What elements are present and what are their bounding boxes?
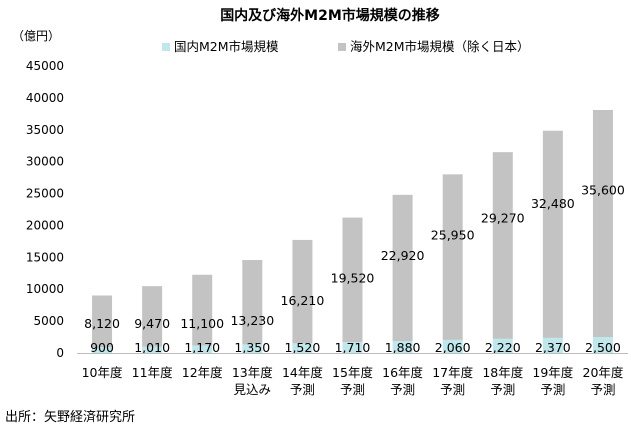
- bar-overseas: [192, 274, 213, 346]
- bar-domestic: [492, 338, 513, 353]
- x-tick-label: 予測: [390, 382, 415, 397]
- y-tick-label: 25000: [26, 187, 64, 201]
- bar-label-overseas: 25,950: [431, 227, 475, 242]
- bar-domestic: [192, 345, 213, 353]
- bar-label-domestic: 900: [90, 340, 114, 355]
- bar-overseas: [392, 194, 413, 342]
- legend-label-domestic: 国内M2M市場規模: [174, 39, 279, 54]
- x-tick-label: 19年度: [532, 365, 573, 380]
- bar-label-overseas: 32,480: [531, 196, 575, 211]
- y-axis: 0 5000 10000 15000 20000 25000 30000 35000 40000…: [26, 59, 64, 360]
- bar-overseas: [492, 152, 513, 339]
- bar-label-overseas: 16,210: [281, 293, 325, 308]
- legend-swatch-overseas: [338, 43, 346, 51]
- bar-overseas: [292, 239, 313, 344]
- chart-title: 国内及び海外M2M市場規模の推移: [220, 7, 440, 24]
- x-tick-label: 予測: [340, 382, 365, 397]
- bar-label-domestic: 2,370: [535, 340, 571, 355]
- x-tick-label: 見込み: [234, 382, 272, 397]
- bar-label-domestic: 2,220: [485, 340, 521, 355]
- y-tick-label: 5000: [33, 314, 64, 328]
- source-note: 出所：矢野経済研究所: [5, 409, 135, 425]
- x-tick-label: 10年度: [82, 365, 123, 380]
- x-tick-label: 予測: [590, 382, 615, 397]
- bar-domestic: [392, 341, 413, 353]
- bar-domestic: [542, 337, 563, 353]
- legend: 国内M2M市場規模 海外M2M市場規模（除く日本）: [162, 39, 530, 54]
- bar-overseas: [592, 110, 613, 338]
- bar-overseas: [542, 130, 563, 338]
- y-axis-unit-label: （億円）: [12, 29, 60, 43]
- bar-label-domestic: 1,010: [134, 340, 170, 355]
- y-tick-label: 45000: [26, 59, 64, 73]
- bar-overseas: [442, 174, 463, 340]
- bar-label-domestic: 1,170: [184, 340, 220, 355]
- bar-label-overseas: 35,600: [581, 182, 625, 197]
- y-tick-label: 20000: [26, 218, 64, 232]
- legend-swatch-domestic: [162, 43, 170, 51]
- bar-label-domestic: 2,060: [435, 340, 471, 355]
- x-tick-label: 予測: [440, 382, 465, 397]
- bars: 8,120 900 9,470 1,010 11,100 1,170 13,230 1,350…: [84, 110, 625, 355]
- bar-domestic: [342, 342, 363, 353]
- bar-domestic: [242, 344, 263, 353]
- bar-label-domestic: 1,350: [234, 340, 270, 355]
- bar-label-overseas: 19,520: [331, 271, 375, 286]
- bar-label-overseas: 13,230: [230, 313, 274, 328]
- bar-overseas: [242, 260, 263, 345]
- bar-overseas: [342, 217, 363, 343]
- bar-label-domestic: 2,500: [585, 340, 621, 355]
- bar-domestic: [92, 347, 113, 353]
- y-tick-label: 30000: [26, 155, 64, 169]
- y-tick-label: 15000: [26, 250, 64, 264]
- x-tick-label: 18年度: [482, 365, 523, 380]
- legend-label-overseas: 海外M2M市場規模（除く日本）: [350, 39, 530, 54]
- bar-label-overseas: 8,120: [84, 316, 120, 331]
- x-tick-label: 12年度: [182, 365, 223, 380]
- x-tick-label: 20年度: [583, 365, 624, 380]
- bar-domestic: [442, 339, 463, 353]
- bar-domestic: [592, 337, 613, 353]
- x-tick-label: 16年度: [382, 365, 423, 380]
- y-tick-label: 35000: [26, 123, 64, 137]
- bar-label-overseas: 22,920: [381, 248, 425, 263]
- bar-label-domestic: 1,520: [285, 340, 321, 355]
- x-tick-label: 13年度: [232, 365, 273, 380]
- bar-label-domestic: 1,880: [385, 340, 421, 355]
- bar-overseas: [142, 286, 163, 347]
- x-tick-label: 15年度: [332, 365, 373, 380]
- bar-label-overseas: 29,270: [481, 211, 525, 226]
- bar-domestic: [292, 343, 313, 353]
- bar-label-overseas: 9,470: [134, 316, 170, 331]
- x-tick-label: 17年度: [432, 365, 473, 380]
- y-tick-label: 0: [56, 346, 64, 360]
- x-tick-label: 11年度: [132, 365, 173, 380]
- bar-overseas: [92, 295, 113, 348]
- y-tick-label: 40000: [26, 91, 64, 105]
- x-tick-label: 14年度: [282, 365, 323, 380]
- x-tick-label: 予測: [540, 382, 565, 397]
- x-tick-label: 予測: [290, 382, 315, 397]
- bar-label-domestic: 1,710: [335, 340, 371, 355]
- bar-label-overseas: 11,100: [180, 316, 224, 331]
- y-tick-label: 10000: [26, 282, 64, 296]
- bar-domestic: [142, 346, 163, 353]
- x-tick-label: 予測: [490, 382, 515, 397]
